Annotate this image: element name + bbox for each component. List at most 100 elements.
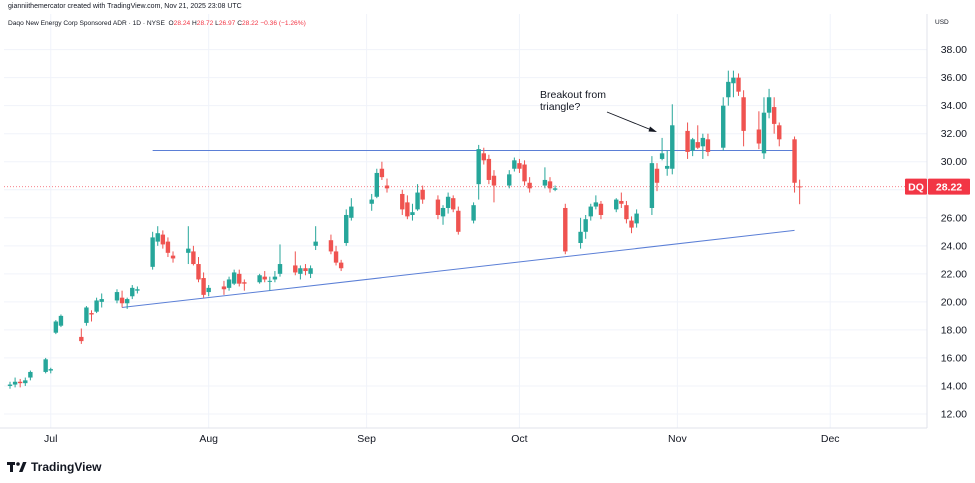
candle-body	[670, 125, 675, 169]
candle-body	[58, 315, 64, 326]
candle-body	[242, 282, 247, 284]
candle-body	[28, 371, 33, 378]
candle-body	[491, 175, 497, 186]
candle-body	[552, 188, 558, 190]
candle-body	[349, 206, 354, 218]
candle-body	[445, 196, 451, 208]
candle-body	[12, 381, 18, 385]
candle-body	[792, 139, 797, 183]
y-tick-label: 14.00	[941, 380, 967, 392]
candle-body	[369, 199, 374, 204]
open-value: 28.24	[173, 20, 191, 27]
candle-body	[135, 289, 140, 291]
candle-body	[79, 336, 84, 342]
candle-body	[333, 251, 339, 263]
symbol-tag-box	[905, 178, 927, 195]
trend-lines	[4, 150, 927, 308]
candle-body	[777, 125, 782, 140]
y-tick-label: 22.00	[941, 268, 967, 280]
candle-body	[542, 179, 548, 186]
candle-body	[685, 130, 690, 152]
candle-body	[206, 287, 211, 293]
candle-body	[7, 384, 13, 386]
x-tick-label: Dec	[821, 433, 840, 445]
candle-body	[405, 202, 410, 217]
price-axis: 12.00 14.00 16.00 18.00 20.00 22.00 24.00 26.00…	[926, 14, 967, 428]
low-value: 26.97	[218, 20, 236, 27]
candle-body	[293, 265, 298, 273]
candle-body	[741, 97, 746, 131]
candle-body	[303, 268, 308, 272]
candle-body	[186, 248, 191, 253]
candle-body	[53, 321, 59, 333]
trendline-support	[122, 229, 795, 308]
price-tag-label: 28.22	[936, 182, 962, 194]
candle-body	[507, 174, 512, 186]
candle-body	[170, 255, 176, 259]
x-tick-label: Jul	[44, 433, 57, 445]
candle-body	[267, 280, 273, 282]
ohlc-legend: Daqo New Energy Corp Sponsored ADR · 1D …	[8, 20, 306, 27]
annotation-line-1: Breakout from	[540, 89, 606, 101]
y-tick-label: 38.00	[941, 44, 967, 56]
candle-body	[629, 220, 634, 228]
low-label: L	[215, 20, 219, 27]
candle-body	[649, 163, 655, 208]
candle-body	[191, 251, 196, 265]
candle-body	[476, 149, 481, 185]
y-tick-label: 34.00	[941, 100, 967, 112]
candle-body	[272, 276, 278, 280]
candle-body	[328, 240, 334, 252]
close-label: C	[237, 20, 242, 27]
candle-body	[308, 268, 313, 274]
candle-body	[384, 185, 390, 189]
candle-body	[226, 279, 232, 288]
candle-body	[379, 168, 385, 178]
candle-body	[99, 299, 104, 302]
last-price-tag: DQ 28.22	[905, 178, 970, 195]
candle-body	[114, 292, 120, 301]
candle-body	[124, 299, 130, 304]
candle-body	[624, 205, 629, 220]
time-axis: Jul Aug Sep Oct Nov Dec	[0, 427, 927, 445]
candle-body	[23, 380, 28, 384]
candle-body	[43, 359, 48, 372]
candle-body	[48, 369, 53, 371]
candle-body	[721, 105, 726, 148]
chart-credit: gianniithemercator created with TradingV…	[8, 3, 242, 10]
tradingview-brand[interactable]: TradingView	[7, 460, 101, 474]
candle-body	[761, 112, 767, 154]
candle-body	[451, 198, 456, 210]
candle-body	[527, 182, 532, 189]
candle-body	[512, 160, 517, 169]
candle-body	[201, 278, 206, 295]
price-tag-box	[928, 178, 970, 195]
y-tick-label: 26.00	[941, 212, 967, 224]
candle-body	[726, 81, 731, 98]
high-label: H	[192, 20, 197, 27]
candle-body	[440, 207, 446, 217]
candle-body	[588, 206, 593, 217]
high-value: 28.72	[196, 20, 214, 27]
candle-body	[344, 214, 349, 244]
candle-body	[771, 107, 777, 124]
candle-body	[563, 207, 568, 252]
candle-body	[313, 241, 318, 246]
candle-body	[578, 231, 583, 244]
currency-label: USD	[935, 19, 949, 26]
candle-body	[298, 268, 303, 274]
candle-body	[374, 172, 379, 197]
candle-body	[547, 181, 553, 189]
annotation-line-2: triangle?	[540, 101, 581, 113]
candle-body	[155, 233, 160, 242]
candle-body	[705, 139, 711, 152]
candle-body	[700, 137, 706, 147]
candle-body	[165, 241, 171, 253]
candle-body	[593, 202, 599, 207]
brand-name: TradingView	[31, 460, 102, 474]
candle-body	[456, 210, 461, 232]
change-value: −0.36 (−1.26%)	[260, 20, 306, 27]
open-label: O	[168, 20, 174, 27]
candle-body	[231, 272, 237, 284]
candle-body	[481, 153, 486, 161]
